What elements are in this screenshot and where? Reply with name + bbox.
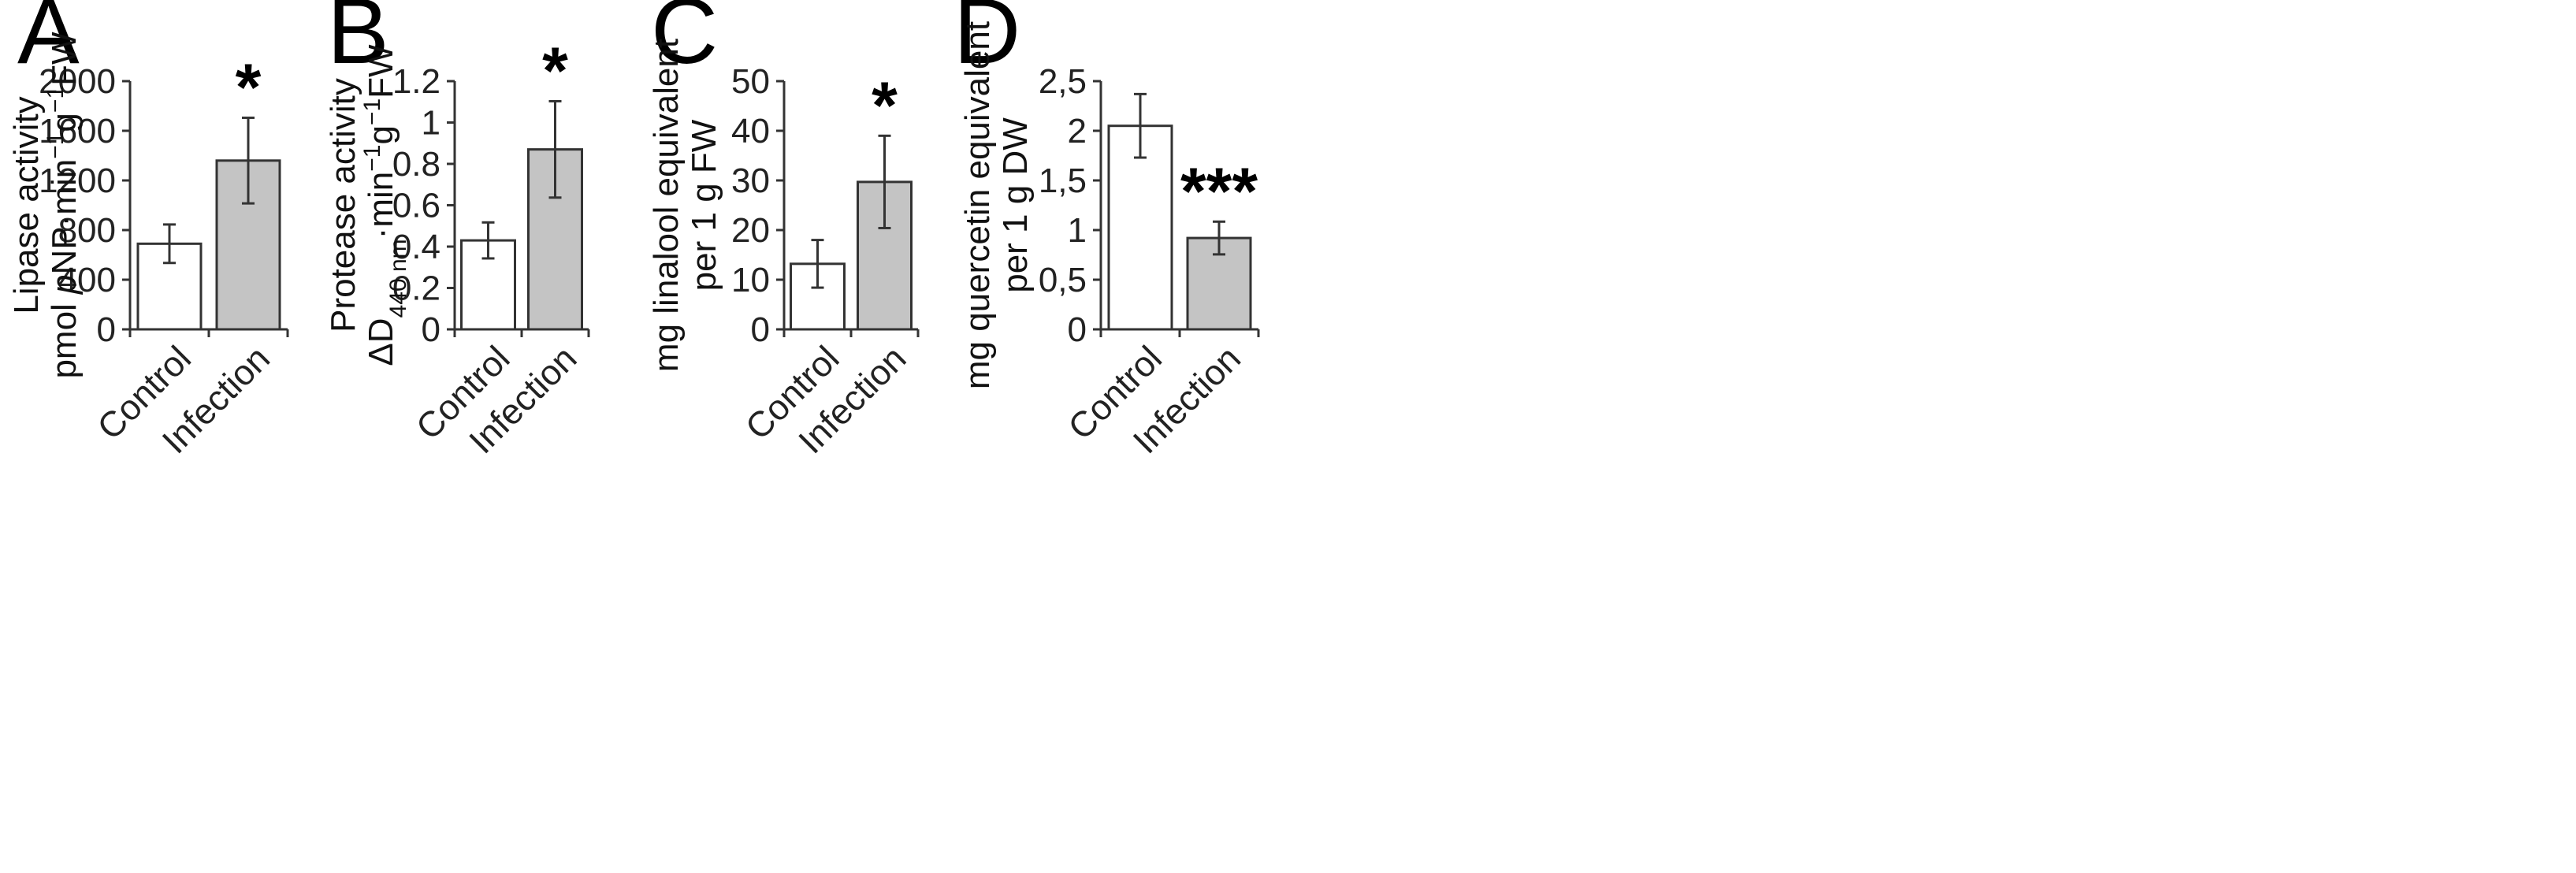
significance-marker: * [542,33,568,107]
panel-letter: A [17,0,80,84]
y-axis-label: per 1 g DW [996,117,1035,293]
y-tick-label: 2 [1068,112,1087,150]
y-axis-label-part: Protease activity [324,78,362,332]
y-axis-label-part: −1 [43,86,69,113]
bar-control [1107,124,1173,331]
y-tick-label: 0.4 [392,228,440,266]
y-tick-label: 30 [731,162,770,200]
y-axis-label-part: FW [45,32,84,86]
y-tick-label: 400 [58,261,116,299]
y-tick-label: 50 [731,62,770,101]
y-axis-label: per 1 g FW [685,119,723,291]
y-axis-label-part: per 1 g DW [996,117,1035,293]
significance-marker: * [872,68,898,142]
y-tick-label: 1.2 [392,62,440,101]
y-tick-label: 40 [731,112,770,150]
y-tick-label: 0 [97,310,116,349]
y-axis-label-part: NP·min [45,159,84,275]
y-axis-label-part: ·min [362,172,400,240]
y-axis-label-part: 440 nm [385,239,411,318]
y-axis-label-part: g [362,125,400,144]
y-axis-label: Lipase activity [7,96,46,314]
y-axis-label-part: −1 [359,145,385,172]
y-tick-label: 20 [731,211,770,250]
y-axis-label: mg quercetin equivalent [958,21,997,389]
panel-letter: C [651,0,718,84]
y-tick-label: 0.8 [392,145,440,184]
y-axis-label-part: −1 [43,132,69,159]
y-tick-label: 1,5 [1039,162,1087,200]
y-axis-label-part: pmol [45,294,84,379]
y-tick-label: 2000 [39,62,116,101]
y-axis-label-part: mg linalool equivalent [647,39,686,372]
y-axis-label-part: per 1 g FW [685,119,723,291]
panel-a: A0400800120016002000Control*InfectionLip… [7,0,289,461]
significance-marker: *** [1180,154,1258,228]
y-tick-label: 1600 [39,112,116,150]
y-axis-label: mg linalool equivalent [647,39,686,372]
y-axis-label: ΔD440 nm·min−1g−1FW [359,44,411,366]
y-axis-label: pmol pNP·min−1g−1FW [43,32,84,379]
y-tick-label: 0 [1068,310,1087,349]
y-axis-label-part: mg quercetin equivalent [958,21,997,389]
y-axis-label-part: p [45,274,84,295]
y-axis-label-part: FW [362,44,400,98]
y-tick-label: 1 [1068,211,1087,250]
y-axis-label: Protease activity [324,78,362,332]
y-tick-label: 800 [58,211,116,250]
y-tick-label: 1 [422,104,440,143]
y-tick-label: 0.6 [392,187,440,225]
y-tick-label: 0 [751,310,770,349]
panel-letter: B [327,0,389,84]
panel-letter: D [953,0,1020,84]
y-tick-label: 10 [731,261,770,299]
y-tick-label: 2,5 [1039,62,1087,101]
significance-marker: * [236,50,262,124]
y-axis-label-part: ΔD [362,318,400,366]
y-axis-label-part: −1 [359,98,385,125]
y-tick-label: 0,5 [1039,261,1087,299]
y-tick-label: 1200 [39,162,116,200]
y-tick-label: 0 [422,310,440,349]
panel-b: B00.20.40.60.811.2Control*InfectionProte… [324,0,590,461]
y-axis-label-part: Lipase activity [7,96,46,314]
y-axis-label-part: g [45,113,84,132]
y-tick-label: 0.2 [392,269,440,308]
